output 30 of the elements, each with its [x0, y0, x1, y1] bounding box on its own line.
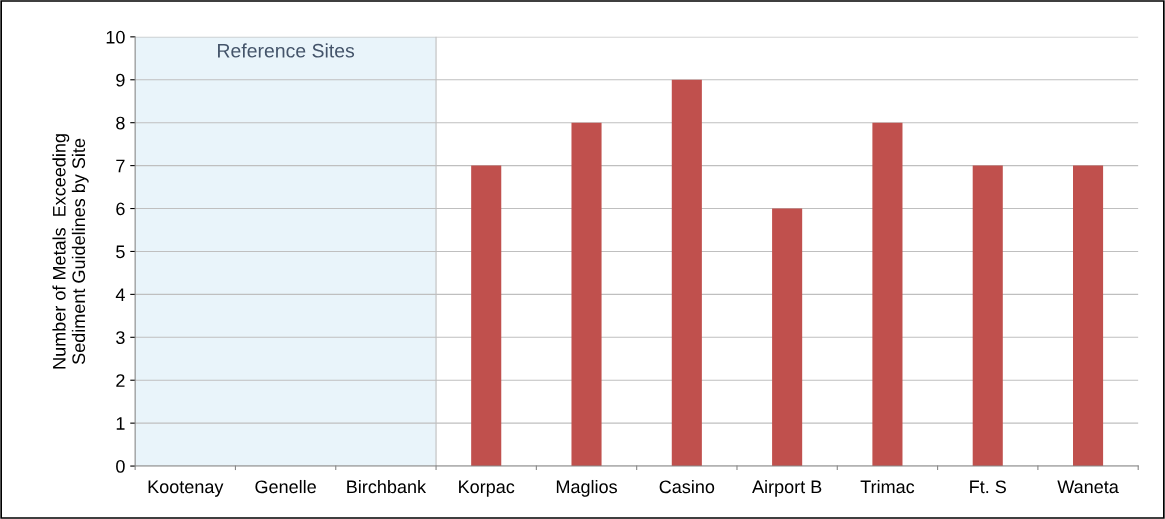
y-tick-label: 0 — [116, 460, 125, 473]
x-tick-label: Birchbank — [347, 479, 427, 494]
y-axis-title: Number of Metals Exceeding Sediment Guidelines by Site — [52, 134, 89, 369]
x-tick-label: Casino — [659, 479, 715, 494]
bar — [872, 122, 903, 467]
y-tick-label: 6 — [116, 202, 125, 216]
y-tick-label: 7 — [116, 159, 125, 173]
y-tick-label: 4 — [115, 288, 125, 301]
y-tick-label: 1 — [116, 417, 125, 430]
x-tick-label: Kootenay — [148, 480, 224, 497]
x-tick-label: Ft. S — [970, 480, 1006, 494]
band-label: Reference Sites — [218, 43, 355, 58]
bar — [471, 165, 502, 467]
x-tick-label: Korpac — [459, 480, 515, 497]
y-tick-label: 9 — [116, 73, 125, 87]
y-tick-label: 5 — [116, 245, 125, 259]
y-tick-label: 2 — [116, 374, 125, 387]
bar — [571, 122, 602, 467]
x-tick-label: Maglios — [556, 479, 617, 497]
y-tick-label: 8 — [116, 116, 125, 130]
bar — [671, 79, 702, 467]
bar — [1073, 165, 1104, 467]
x-tick-label: Airport B — [752, 479, 822, 497]
bar — [772, 208, 803, 467]
x-tick-label: Genelle — [255, 479, 316, 494]
y-tick-label: 3 — [116, 331, 125, 345]
x-tick-label: Waneta — [1057, 480, 1119, 494]
bar — [972, 165, 1003, 467]
y-tick-label: 10 — [106, 30, 125, 44]
x-tick-label: Trimac — [860, 479, 915, 494]
